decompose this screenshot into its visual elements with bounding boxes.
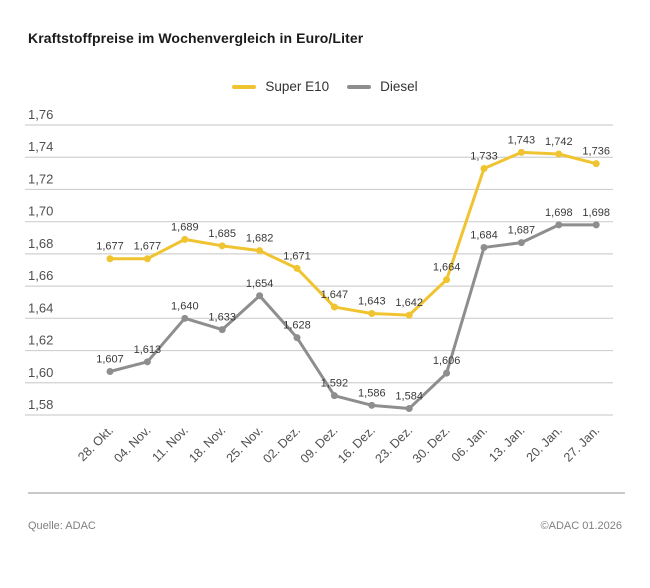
data-point-diesel: [592, 221, 600, 229]
data-point-label-diesel: 1,640: [171, 300, 199, 312]
x-tick-label: 27. Jan.: [561, 423, 602, 464]
data-point-label-diesel: 1,613: [134, 344, 162, 356]
y-tick-label: 1,60: [28, 365, 53, 380]
x-tick-label: 20. Jan.: [524, 423, 565, 464]
footer-source: Quelle: ADAC: [28, 520, 96, 532]
data-point-label-super-e10: 1,685: [208, 228, 236, 240]
data-point-super-e10: [555, 150, 563, 158]
legend-item-super-e10: Super E10: [232, 79, 329, 94]
data-point-label-super-e10: 1,677: [134, 241, 162, 253]
x-tick-label: 30. Dez.: [410, 423, 453, 466]
data-point-label-diesel: 1,586: [358, 387, 386, 399]
x-tick-label: 02. Dez.: [260, 423, 303, 466]
data-point-label-diesel: 1,584: [395, 391, 423, 403]
data-point-label-diesel: 1,654: [246, 278, 274, 290]
x-tick-label: 16. Dez.: [335, 423, 378, 466]
data-point-label-diesel: 1,606: [433, 355, 461, 367]
x-tick-label: 11. Nov.: [149, 423, 191, 465]
data-point-super-e10: [368, 310, 376, 317]
data-point-label-super-e10: 1,736: [582, 146, 610, 158]
data-point-label-super-e10: 1,643: [358, 296, 386, 308]
data-point-super-e10: [480, 165, 488, 172]
data-point-diesel: [368, 401, 376, 409]
series-line-super-e10: [108, 150, 598, 317]
data-point-label-super-e10: 1,742: [545, 136, 573, 148]
legend-label-diesel: Diesel: [380, 79, 418, 94]
footer-divider: [28, 492, 625, 494]
data-point-diesel: [218, 326, 226, 334]
super-e10-line-swatch-icon: [232, 84, 257, 89]
data-point-label-diesel: 1,592: [321, 378, 349, 390]
data-point-super-e10: [256, 247, 264, 255]
legend-item-diesel: Diesel: [347, 79, 418, 94]
data-point-label-super-e10: 1,647: [321, 289, 349, 301]
data-point-diesel: [555, 221, 563, 229]
data-point-diesel: [143, 358, 151, 366]
y-tick-label: 1,76: [28, 107, 53, 122]
data-point-label-super-e10: 1,664: [433, 262, 461, 274]
data-point-label-super-e10: 1,642: [395, 297, 423, 309]
y-tick-label: 1,66: [28, 268, 53, 283]
x-tick-label: 28. Okt.: [75, 423, 116, 464]
footer-copyright: ©ADAC 01.2026: [540, 520, 623, 532]
data-point-label-diesel: 1,607: [96, 354, 124, 366]
x-tick-label: 25. Nov.: [224, 423, 266, 465]
x-tick-label: 09. Dez.: [298, 423, 341, 466]
x-tick-label: 13. Jan.: [486, 423, 527, 464]
data-point-super-e10: [293, 264, 301, 272]
data-point-super-e10: [143, 255, 151, 263]
data-point-super-e10: [517, 148, 525, 156]
legend-label-super-e10: Super E10: [265, 79, 330, 94]
y-tick-label: 1,58: [28, 397, 53, 412]
data-point-diesel: [443, 369, 451, 377]
y-tick-label: 1,74: [28, 139, 53, 154]
x-tick-label: 04. Nov.: [111, 423, 153, 465]
data-point-super-e10: [181, 235, 189, 243]
diesel-line-swatch-icon: [347, 84, 372, 89]
y-tick-label: 1,64: [28, 300, 53, 315]
data-point-label-diesel: 1,684: [470, 229, 498, 241]
x-tick-label: 18. Nov.: [186, 423, 228, 465]
chart-title: Kraftstoffpreise im Wochenvergleich in E…: [28, 30, 364, 46]
x-tick-label: 06. Jan.: [449, 423, 490, 464]
data-point-super-e10: [592, 160, 600, 168]
data-point-super-e10: [330, 303, 338, 311]
data-point-label-diesel: 1,687: [508, 225, 536, 237]
series-line-diesel: [108, 223, 598, 411]
data-point-label-super-e10: 1,689: [171, 221, 199, 233]
data-point-diesel: [480, 243, 488, 251]
data-point-label-diesel: 1,698: [545, 207, 573, 219]
data-point-diesel: [181, 314, 189, 322]
data-point-diesel: [405, 405, 413, 413]
x-tick-label: 23. Dez.: [372, 423, 415, 466]
y-tick-label: 1,62: [28, 333, 53, 348]
data-point-super-e10: [218, 242, 226, 250]
y-tick-label: 1,68: [28, 236, 53, 251]
data-point-label-super-e10: 1,743: [508, 134, 536, 146]
data-point-diesel: [256, 292, 264, 300]
data-point-label-diesel: 1,698: [582, 207, 610, 219]
data-point-label-super-e10: 1,671: [283, 250, 311, 262]
data-point-super-e10: [405, 311, 413, 319]
data-point-label-super-e10: 1,682: [246, 233, 274, 245]
data-point-diesel: [517, 239, 525, 247]
data-point-label-diesel: 1,633: [208, 312, 236, 324]
y-tick-label: 1,72: [28, 171, 53, 186]
chart-legend: Super E10 Diesel: [0, 79, 650, 94]
data-point-label-diesel: 1,628: [283, 320, 311, 332]
y-tick-label: 1,70: [28, 204, 53, 219]
data-point-diesel: [106, 368, 114, 375]
data-point-diesel: [330, 392, 338, 400]
data-point-super-e10: [443, 276, 451, 284]
data-point-diesel: [293, 334, 301, 342]
data-point-label-super-e10: 1,677: [96, 241, 124, 253]
data-point-super-e10: [106, 255, 114, 263]
data-point-label-super-e10: 1,733: [470, 151, 498, 163]
